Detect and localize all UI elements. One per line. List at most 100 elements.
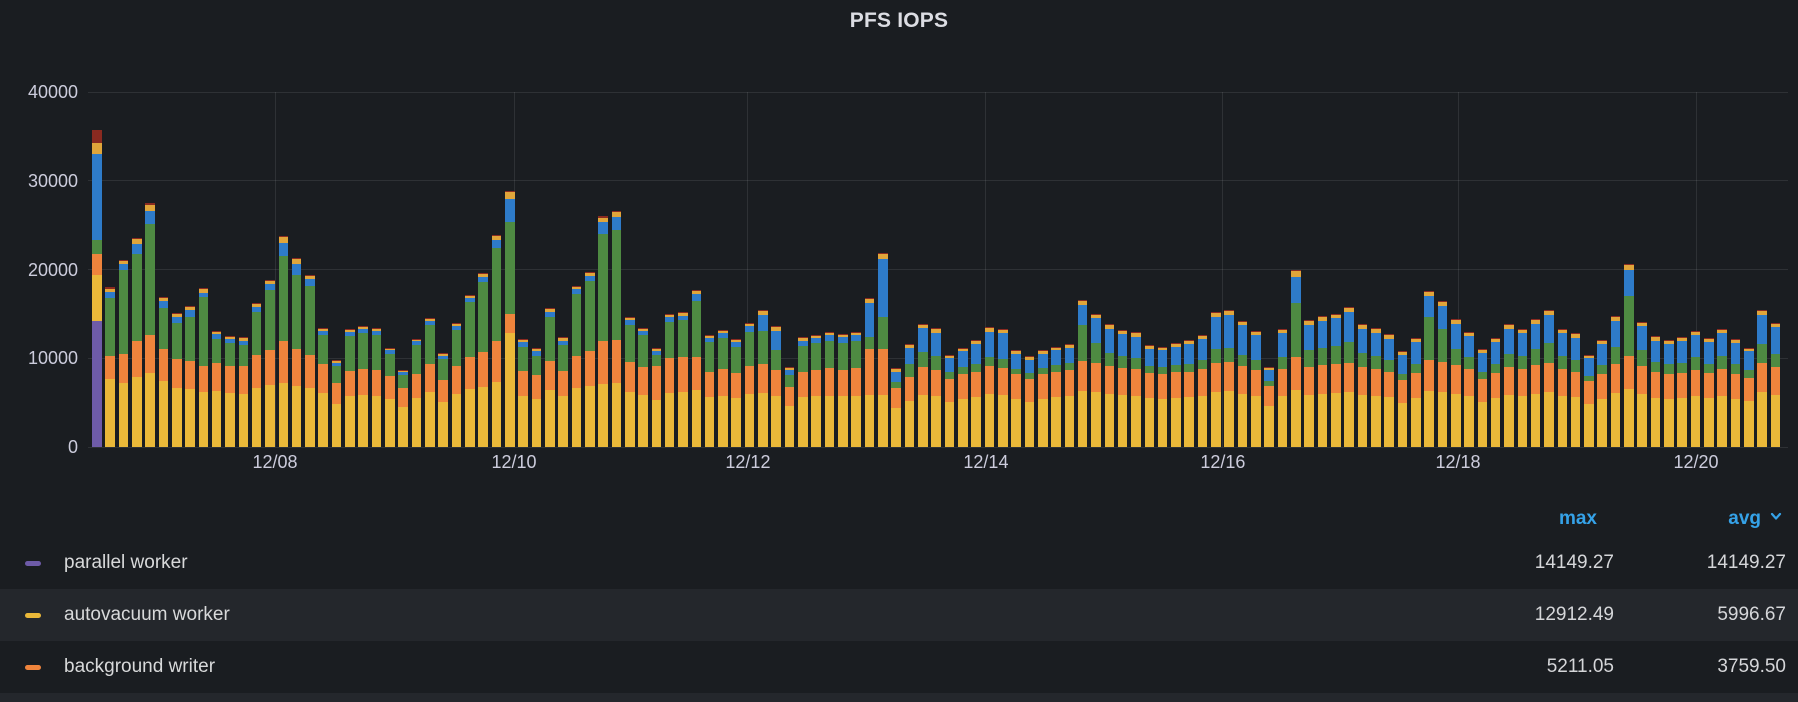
bar-segment-unlabeled-green <box>1104 352 1115 367</box>
bar-segment-autovacuum-worker <box>1437 391 1448 447</box>
legend-series-label[interactable]: autovacuum worker <box>64 604 230 625</box>
bar-segment-background-writer <box>1770 367 1781 395</box>
bar-segment-background-writer <box>1357 367 1368 395</box>
legend-series-label[interactable]: parallel worker <box>64 552 188 573</box>
legend-series-label[interactable]: background writer <box>64 656 216 677</box>
chart-plot-area[interactable] <box>88 91 1788 448</box>
bar-segment-unlabeled-gold <box>1144 345 1155 349</box>
bar <box>1171 92 1181 447</box>
bar-segment-background-writer <box>291 348 302 386</box>
legend-sort-avg[interactable]: avg <box>1728 507 1761 529</box>
bar-segment-autovacuum-worker <box>651 399 662 447</box>
bar-segment-unlabeled-green <box>531 355 542 376</box>
bar-segment-background-writer <box>411 374 422 399</box>
bar-segment-unlabeled-green <box>1744 369 1754 378</box>
panel-title[interactable]: PFS IOPS <box>849 9 949 32</box>
bar-segment-unlabeled-gold <box>465 295 475 298</box>
bar-segment-autovacuum-worker <box>1171 398 1181 447</box>
legend-row[interactable]: parallel worker 14149.27 14149.27 <box>0 537 1798 589</box>
bar-segment-unlabeled-blue <box>771 330 782 351</box>
bar-segment-unlabeled-blue <box>145 210 155 225</box>
bar-segment-unlabeled-blue <box>1144 348 1155 367</box>
bar-segment-unlabeled-green <box>851 340 861 369</box>
bar-segment-unlabeled-red <box>438 353 448 355</box>
bar-segment-background-writer <box>891 388 901 408</box>
bar-segment-unlabeled-red <box>158 296 169 298</box>
bar-segment-unlabeled-blue <box>931 332 941 356</box>
legend-row[interactable]: autovacuum worker 12912.49 5996.67 <box>0 589 1798 641</box>
bar-segment-unlabeled-gold <box>1517 329 1528 334</box>
bar-segment-unlabeled-blue <box>158 301 169 308</box>
bar-segment-unlabeled-green <box>1624 296 1634 357</box>
bar-segment-unlabeled-gold <box>1477 350 1488 353</box>
bar <box>1610 92 1621 447</box>
bar-segment-unlabeled-blue <box>1650 340 1661 362</box>
bar-segment-unlabeled-red <box>1584 354 1594 356</box>
bar-segment-unlabeled-gold <box>544 309 555 313</box>
bar-segment-unlabeled-blue <box>131 243 142 254</box>
bar-segment-background-writer <box>451 366 462 394</box>
bar-segment-unlabeled-blue <box>851 335 861 341</box>
bar-segment-autovacuum-worker <box>1770 394 1781 447</box>
bar-segment-unlabeled-gold <box>238 338 249 341</box>
legend-sort-avg-cell[interactable]: avg <box>1624 508 1798 530</box>
bar-segment-unlabeled-gold <box>1264 367 1274 370</box>
bar <box>211 92 222 447</box>
bar <box>371 92 382 447</box>
bar-segment-autovacuum-worker <box>198 391 209 447</box>
bar-segment-unlabeled-red <box>1251 330 1261 332</box>
bar <box>318 92 329 447</box>
bar-segment-unlabeled-green <box>1131 358 1141 369</box>
bar-segment-unlabeled-blue <box>411 341 422 345</box>
legend-row-main[interactable]: background writer <box>0 656 1444 678</box>
grid-line-h <box>88 180 1788 182</box>
bar-segment-unlabeled-blue <box>1184 344 1195 364</box>
legend-max-value: 12912.49 <box>1534 604 1614 625</box>
bar-segment-background-writer <box>1277 368 1288 396</box>
bar-segment-unlabeled-red <box>651 348 662 350</box>
bar-segment-background-writer <box>1251 369 1261 397</box>
bar <box>878 92 888 447</box>
y-tick-label: 0 <box>67 437 78 457</box>
legend-row-main[interactable]: parallel worker <box>0 552 1444 574</box>
bar-segment-autovacuum-worker <box>491 382 502 447</box>
bar <box>1410 92 1421 447</box>
bar <box>997 92 1008 447</box>
legend-max-value: 5211.05 <box>1546 656 1614 677</box>
bar-segment-autovacuum-worker <box>904 400 915 447</box>
bar-segment-unlabeled-green <box>265 289 275 351</box>
bar-segment-unlabeled-green <box>451 329 462 367</box>
legend-sort-max[interactable]: max <box>1558 507 1597 529</box>
bar-segment-autovacuum-worker <box>1384 397 1394 447</box>
bar-segment-autovacuum-worker <box>691 390 702 447</box>
bar-segment-unlabeled-green <box>345 336 355 371</box>
bar-segment-unlabeled-gold <box>92 142 102 155</box>
bar-segment-unlabeled-red <box>624 316 635 318</box>
bar-segment-unlabeled-gold <box>1237 321 1248 326</box>
bar-segment-background-writer <box>1304 367 1314 395</box>
bar-segment-unlabeled-gold <box>1450 320 1461 324</box>
bar <box>505 92 515 447</box>
legend-row-main[interactable]: autovacuum worker <box>0 604 1444 626</box>
legend-row-partial[interactable] <box>0 693 1798 702</box>
bar-segment-unlabeled-blue <box>171 317 182 323</box>
bar <box>931 92 941 447</box>
bar-segment-autovacuum-worker <box>1277 395 1288 447</box>
bar-segment-background-writer <box>997 368 1008 395</box>
bar-segment-autovacuum-worker <box>1517 395 1528 447</box>
bar-segment-unlabeled-blue <box>1664 344 1674 365</box>
legend-row[interactable]: background writer 5211.05 3759.50 <box>0 641 1798 693</box>
bar-segment-unlabeled-gold <box>1091 314 1101 319</box>
bar-segment-unlabeled-green <box>1610 346 1621 365</box>
bar-segment-autovacuum-worker <box>1530 393 1541 447</box>
bar-segment-background-writer <box>1224 361 1235 392</box>
bar-segment-autovacuum-worker <box>1104 393 1115 447</box>
bar-segment-unlabeled-red <box>731 339 742 341</box>
bar-segment-unlabeled-red <box>251 302 262 304</box>
bar <box>584 92 595 447</box>
bar <box>451 92 462 447</box>
bar-segment-autovacuum-worker <box>1610 392 1621 447</box>
bar-segment-unlabeled-green <box>1410 363 1421 374</box>
bar-segment-unlabeled-gold <box>1464 332 1474 337</box>
bar-segment-unlabeled-red <box>1024 356 1035 358</box>
